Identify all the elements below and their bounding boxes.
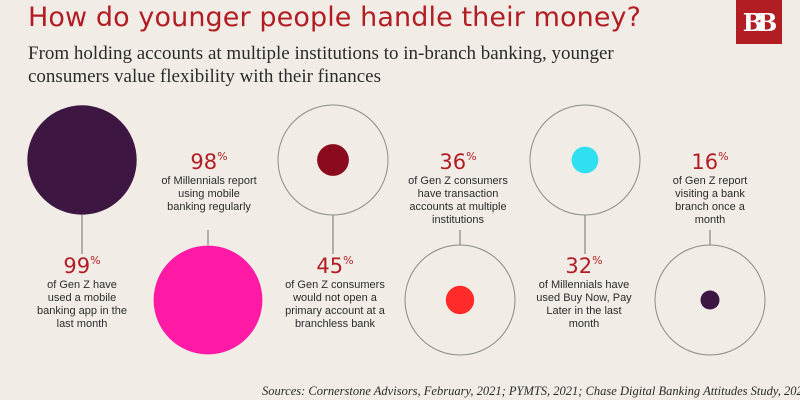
stat-4: 36% of Gen Z consumers have transaction … [405,150,511,227]
brand-logo: BB [736,0,782,44]
stat-value: 98% [190,150,228,174]
stat-6: 16% of Gen Z report visiting a bank bran… [660,150,760,227]
stat-value: 32% [565,254,603,278]
stat-3: 45% of Gen Z consumers would not open a … [284,254,386,331]
reference-circle [277,104,389,216]
stat-value: 45% [316,254,354,278]
bubble-mark [700,290,720,310]
page-title: How do younger people handle their money… [28,2,642,33]
reference-circle [654,244,766,356]
bubble-mark [445,285,475,315]
stat-1: 99% of Gen Z have used a mobile banking … [34,254,130,331]
stat-label: of Gen Z report visiting a bank branch o… [672,175,748,226]
reference-circle [529,104,641,216]
stat-label: of Gen Z consumers have transaction acco… [408,175,508,226]
stat-label: of Gen Z have used a mobile banking app … [37,279,127,330]
bubble-mark [153,245,263,355]
stat-value: 16% [691,150,729,174]
stat-value: 99% [63,254,101,278]
stat-label: of Millennials report using mobile banki… [161,175,257,213]
reference-circle [404,244,516,356]
stat-label: of Gen Z consumers would not open a prim… [285,279,385,330]
bubble-mark [317,144,349,176]
stat-2: 98% of Millennials report using mobile b… [159,150,259,214]
sources-note: Sources: Cornerstone Advisors, February,… [262,384,800,398]
stat-label: of Millennials have used Buy Now, Pay La… [536,279,632,330]
stat-value: 36% [439,150,477,174]
bubble-mark [27,105,137,215]
stat-5: 32% of Millennials have used Buy Now, Pa… [532,254,636,331]
page-subtitle: From holding accounts at multiple instit… [28,43,614,87]
bubble-mark [571,146,599,174]
